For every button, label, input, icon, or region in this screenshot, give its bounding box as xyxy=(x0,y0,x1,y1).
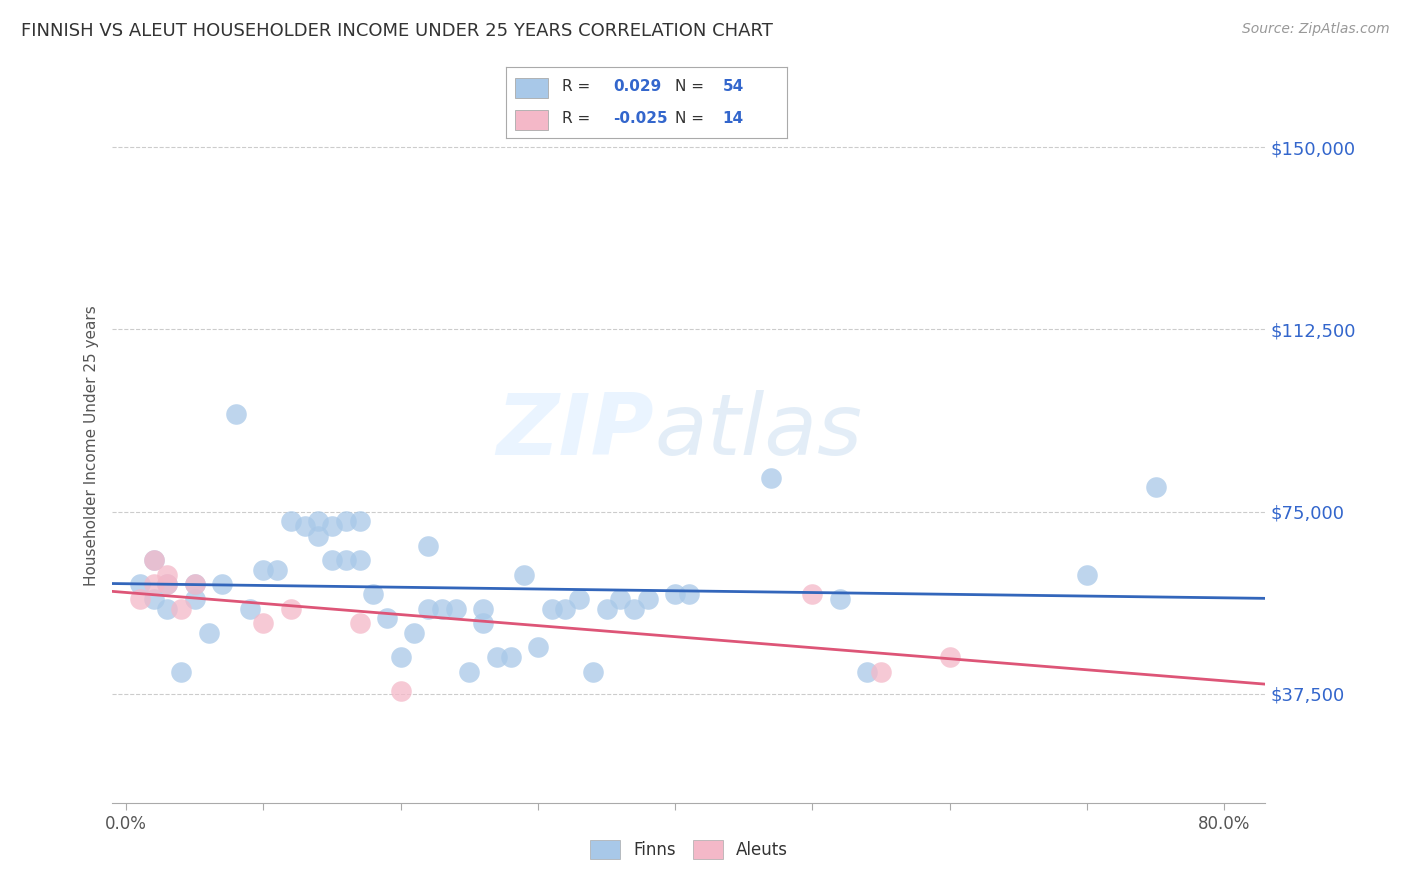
Point xyxy=(184,577,207,591)
Point xyxy=(129,591,152,606)
Point xyxy=(349,553,371,567)
Text: R =: R = xyxy=(562,79,596,95)
Text: ZIP: ZIP xyxy=(496,390,654,474)
Point xyxy=(225,408,247,422)
Point xyxy=(761,470,783,484)
Point xyxy=(404,626,426,640)
Point xyxy=(266,563,288,577)
Point xyxy=(458,665,481,679)
Point xyxy=(472,601,495,615)
Point xyxy=(389,650,412,665)
Point xyxy=(554,601,576,615)
Point xyxy=(1076,567,1098,582)
Point xyxy=(361,587,384,601)
Text: FINNISH VS ALEUT HOUSEHOLDER INCOME UNDER 25 YEARS CORRELATION CHART: FINNISH VS ALEUT HOUSEHOLDER INCOME UNDE… xyxy=(21,22,773,40)
FancyBboxPatch shape xyxy=(515,78,548,98)
Text: 0.029: 0.029 xyxy=(613,79,661,95)
Point xyxy=(156,601,179,615)
Point xyxy=(856,665,879,679)
Point xyxy=(142,591,165,606)
Point xyxy=(280,514,302,528)
Point xyxy=(349,514,371,528)
Point xyxy=(418,601,440,615)
Point xyxy=(142,577,165,591)
Point xyxy=(156,567,179,582)
Point xyxy=(211,577,233,591)
Point xyxy=(499,650,522,665)
Text: Source: ZipAtlas.com: Source: ZipAtlas.com xyxy=(1241,22,1389,37)
Point xyxy=(623,601,645,615)
Point xyxy=(184,591,207,606)
Point xyxy=(170,601,193,615)
Text: 14: 14 xyxy=(723,111,744,126)
Point xyxy=(321,553,343,567)
Text: atlas: atlas xyxy=(654,390,862,474)
Point xyxy=(582,665,605,679)
Y-axis label: Householder Income Under 25 years: Householder Income Under 25 years xyxy=(84,306,100,586)
Point xyxy=(389,684,412,698)
Point xyxy=(444,601,467,615)
Point xyxy=(156,577,179,591)
Legend: Finns, Aleuts: Finns, Aleuts xyxy=(583,833,794,866)
Point xyxy=(184,577,207,591)
Point xyxy=(294,519,316,533)
Point xyxy=(142,553,165,567)
Point xyxy=(430,601,453,615)
Point xyxy=(142,553,165,567)
Point xyxy=(678,587,700,601)
Point xyxy=(828,591,851,606)
Point xyxy=(664,587,686,601)
Point xyxy=(129,577,152,591)
Text: 54: 54 xyxy=(723,79,744,95)
Point xyxy=(472,616,495,631)
Text: N =: N = xyxy=(675,111,709,126)
Point xyxy=(637,591,659,606)
Text: -0.025: -0.025 xyxy=(613,111,668,126)
Point xyxy=(307,529,329,543)
Point xyxy=(170,665,193,679)
Text: N =: N = xyxy=(675,79,709,95)
Point xyxy=(527,640,550,655)
Point xyxy=(321,519,343,533)
Point xyxy=(513,567,536,582)
Point xyxy=(870,665,893,679)
Point xyxy=(801,587,824,601)
Point xyxy=(595,601,617,615)
Point xyxy=(335,553,357,567)
Point xyxy=(609,591,631,606)
Point xyxy=(239,601,262,615)
Point xyxy=(197,626,219,640)
Point xyxy=(418,539,440,553)
Point xyxy=(252,563,274,577)
Point xyxy=(335,514,357,528)
Point xyxy=(349,616,371,631)
Point xyxy=(280,601,302,615)
Text: R =: R = xyxy=(562,111,596,126)
Point xyxy=(156,577,179,591)
Point xyxy=(485,650,508,665)
Point xyxy=(540,601,562,615)
Point xyxy=(307,514,329,528)
Point xyxy=(568,591,591,606)
Point xyxy=(252,616,274,631)
Point xyxy=(375,611,398,625)
Point xyxy=(1144,480,1167,494)
Point xyxy=(938,650,960,665)
FancyBboxPatch shape xyxy=(515,110,548,129)
